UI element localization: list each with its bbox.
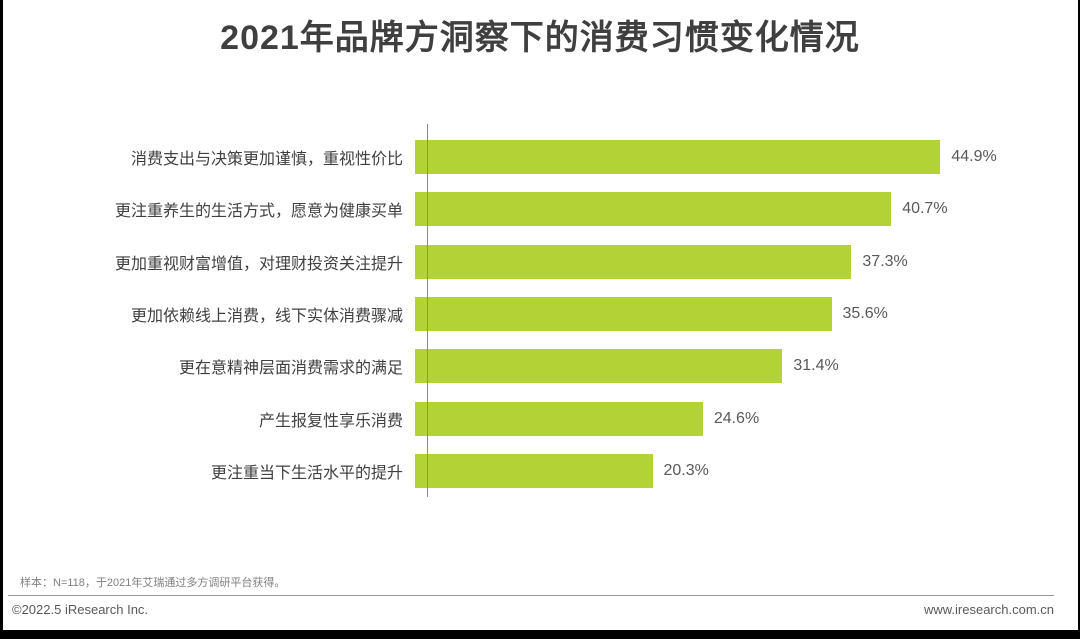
value-label: 31.4% (793, 357, 839, 375)
chart-title: 2021年品牌方洞察下的消费习惯变化情况 (220, 19, 860, 57)
right-border-strip (1078, 0, 1080, 639)
category-label: 更加重视财富增值，对理财投资关注提升 (114, 255, 403, 273)
footer-divider (8, 595, 1054, 596)
left-border-strip (0, 0, 3, 639)
chart-row: 更注重养生的生活方式，愿意为健康买单 40.7% (58, 183, 1038, 235)
category-label: 更注重养生的生活方式，愿意为健康买单 (114, 203, 403, 221)
chart-row: 更在意精神层面消费需求的满足 31.4% (58, 340, 1038, 392)
website-link[interactable]: www.iresearch.com.cn (923, 602, 1054, 617)
value-label: 35.6% (842, 305, 888, 323)
chart-row: 消费支出与决策更加谨慎，重视性价比 44.9% (58, 131, 1038, 183)
bar (415, 297, 832, 332)
category-label: 更加依赖线上消费，线下实体消费骤减 (130, 308, 403, 326)
chart-row: 更加重视财富增值，对理财投资关注提升 37.3% (58, 236, 1038, 288)
bar (415, 453, 653, 488)
value-label: 24.6% (713, 409, 760, 427)
value-label: 40.7% (902, 200, 948, 218)
chart-row: 更注重当下生活水平的提升 20.3% (58, 445, 1038, 497)
bottom-border-strip (0, 630, 1080, 639)
footer: 样本：N=118，于2021年艾瑞通过多方调研平台获得。 ©2022.5 iRe… (8, 574, 1054, 617)
bar-chart: 消费支出与决策更加谨慎，重视性价比 44.9% 更注重养生的生活方式，愿意为健康买单… (58, 124, 1038, 498)
y-axis-line (427, 124, 428, 498)
bar (415, 244, 852, 279)
bar (415, 349, 783, 384)
value-label: 20.3% (663, 461, 709, 479)
bar (415, 192, 892, 227)
copyright-text: ©2022.5 iResearch Inc. (12, 602, 149, 617)
bar (415, 140, 941, 175)
chart-rows: 消费支出与决策更加谨慎，重视性价比 44.9% 更注重养生的生活方式，愿意为健康买单… (58, 131, 1038, 497)
chart-row: 产生报复性享乐消费 24.6% (58, 392, 1038, 444)
footer-row: ©2022.5 iResearch Inc. www.iresearch.com… (8, 602, 1054, 617)
value-label: 44.9% (951, 148, 997, 166)
chart-row: 更加依赖线上消费，线下实体消费骤减 35.6% (58, 288, 1038, 340)
category-label: 更注重当下生活水平的提升 (210, 464, 403, 482)
category-label: 更在意精神层面消费需求的满足 (178, 360, 403, 378)
category-label: 产生报复性享乐消费 (258, 412, 403, 430)
category-label: 消费支出与决策更加谨慎，重视性价比 (130, 151, 403, 169)
value-label: 37.3% (862, 252, 908, 270)
sample-note: 样本：N=118，于2021年艾瑞通过多方调研平台获得。 (20, 577, 286, 589)
bar (415, 401, 703, 436)
